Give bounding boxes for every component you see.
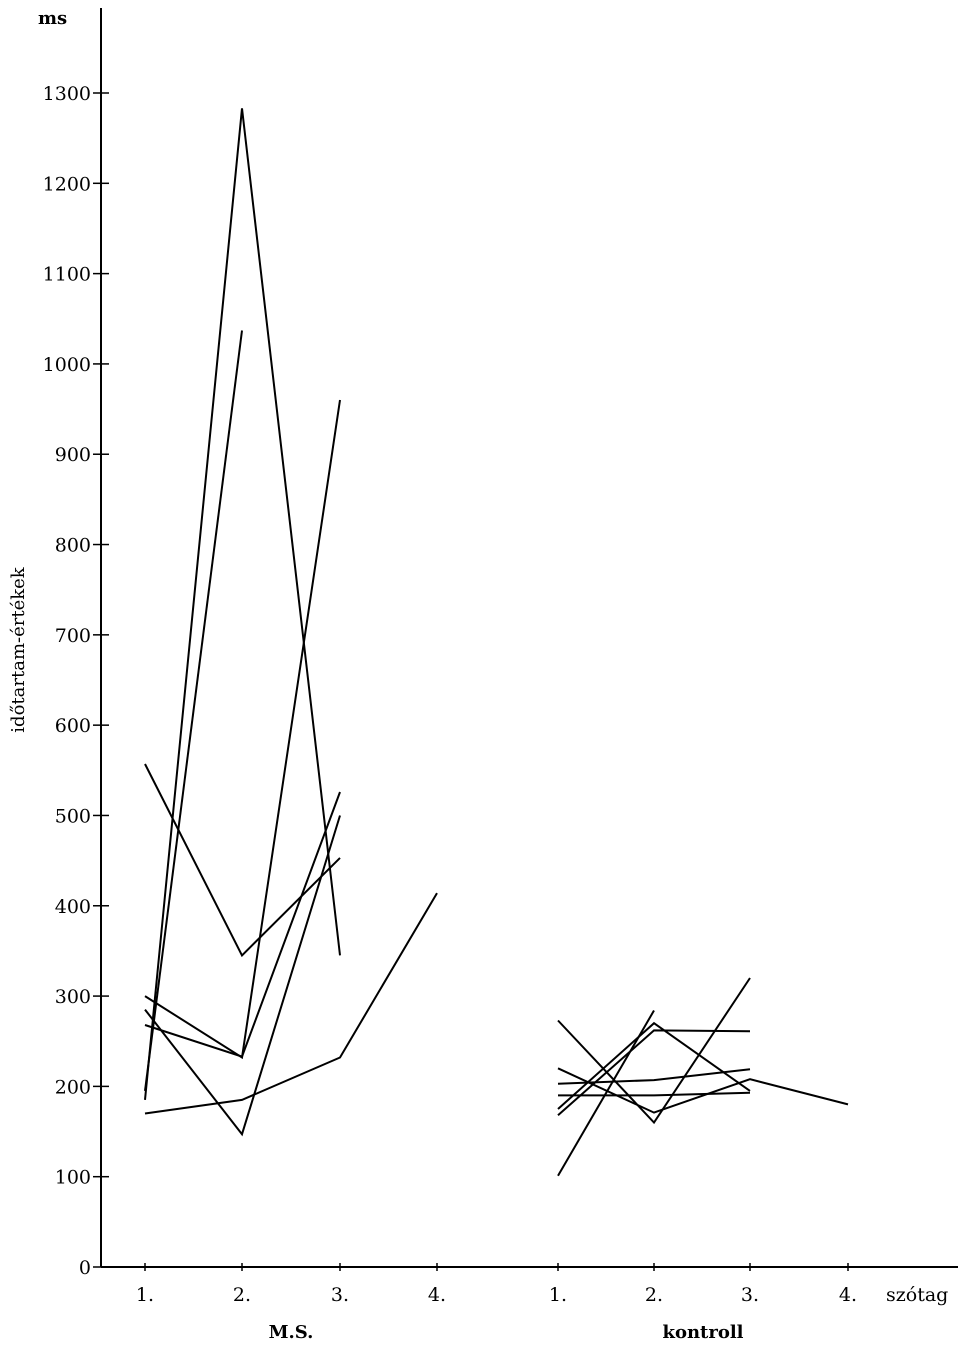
y-tick-label: 400: [55, 896, 91, 918]
y-ticks: 0 100 200 300 400 500 600 700 800 900 1000 1100 1200…: [43, 83, 109, 1279]
x-tick-label: 3.: [741, 1284, 759, 1306]
series-line: [144, 399, 341, 1060]
series-line: [144, 330, 243, 1092]
series-line: [144, 815, 341, 1137]
y-tick-label: 200: [55, 1076, 91, 1098]
y-tick-label: 500: [55, 805, 91, 827]
x-axis-label: szótag: [886, 1284, 948, 1306]
series-lines: [144, 108, 849, 1177]
series-line: [557, 1029, 751, 1117]
series-line: [557, 1067, 849, 1114]
y-axis-label: időtartam-értékek: [8, 566, 29, 733]
y-tick-label: 1100: [43, 264, 91, 286]
x-tick-label: 4.: [839, 1284, 857, 1306]
series-line: [557, 977, 751, 1125]
x-tick-label: 1.: [136, 1284, 154, 1306]
x-ticks: 1. 2. 3. 4. 1. 2. 3. 4.: [136, 1263, 857, 1306]
y-tick-label: 100: [55, 1167, 91, 1189]
series-line: [557, 1021, 751, 1110]
y-tick-label: 1300: [43, 83, 91, 105]
group-labels: M.S. kontroll: [269, 1322, 744, 1343]
y-tick-label: 800: [55, 535, 91, 557]
series-line: [144, 892, 438, 1115]
y-tick-label: 900: [55, 444, 91, 466]
y-tick-label: 1200: [43, 173, 91, 195]
group-label: M.S.: [269, 1322, 314, 1343]
group-label: kontroll: [662, 1322, 743, 1343]
y-axis-unit: ms: [38, 8, 67, 29]
series-line: [557, 1068, 751, 1085]
series-line: [144, 108, 341, 1100]
series-line: [558, 1091, 751, 1097]
axes: [100, 8, 958, 1268]
series-line: [144, 763, 341, 958]
y-tick-label: 0: [79, 1257, 91, 1279]
y-tick-label: 300: [55, 986, 91, 1008]
x-tick-label: 1.: [549, 1284, 567, 1306]
series-line: [144, 791, 341, 1058]
x-tick-label: 2.: [233, 1284, 251, 1306]
y-tick-label: 1000: [43, 354, 91, 376]
x-tick-label: 3.: [331, 1284, 349, 1306]
y-tick-label: 700: [55, 625, 91, 647]
x-tick-label: 4.: [428, 1284, 446, 1306]
x-tick-label: 2.: [645, 1284, 663, 1306]
y-tick-label: 600: [55, 715, 91, 737]
